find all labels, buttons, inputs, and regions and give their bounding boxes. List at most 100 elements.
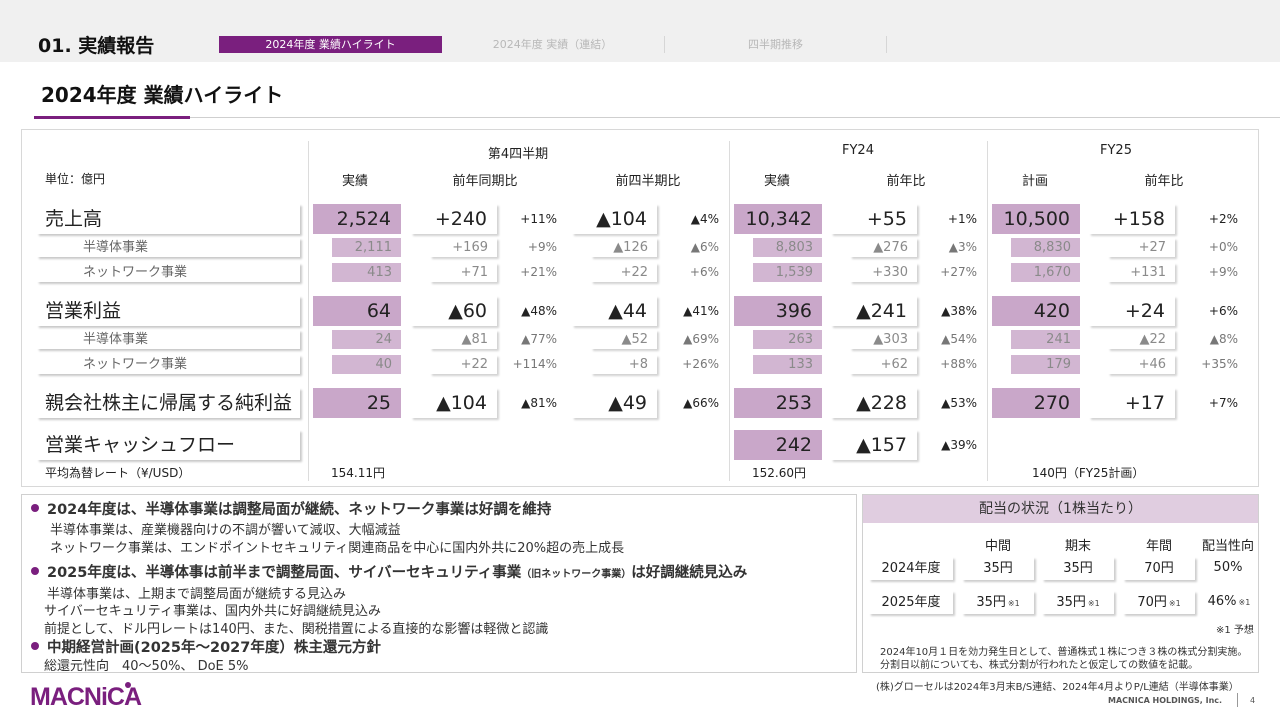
table-cell-actual: 2,111: [332, 238, 401, 257]
bullet-fy2025-line: サイバーセキュリティ事業は、国内外共に好調継続見込み: [44, 604, 381, 619]
dividend-column-header: 年間: [1145, 539, 1172, 554]
table-cell-change: ▲52: [591, 330, 657, 349]
dividend-annual: 70円: [1123, 557, 1195, 580]
row-label-operating-income: 営業利益: [37, 296, 300, 326]
fx-rate-q4: 154.11円: [331, 466, 385, 480]
table-cell-percent: +0%: [1208, 240, 1238, 254]
table-cell-actual: 413: [332, 263, 401, 282]
dividend-title: 配当の状況（1株当たり）: [863, 495, 1258, 523]
fx-rate-label: 平均為替レート（¥/USD）: [45, 466, 191, 480]
table-cell-actual: 133: [753, 355, 822, 374]
tab-consolidated-results[interactable]: 2024年度 実績（連結）: [492, 38, 613, 51]
row-label-net-sales: 売上高: [37, 204, 300, 234]
group-header-q4: 第4四半期: [487, 147, 549, 162]
row-label-semiconductor: 半導体事業: [37, 330, 300, 349]
table-cell-actual: 1,670: [1011, 263, 1080, 282]
table-cell-change: +169: [430, 238, 497, 257]
table-cell-percent: ▲81%: [521, 396, 557, 410]
column-header: 前年同期比: [452, 174, 518, 189]
table-cell-percent: +35%: [1201, 357, 1238, 371]
table-cell-actual: 64: [313, 296, 401, 326]
table-cell-actual: 253: [734, 388, 822, 418]
table-cell-percent: ▲3%: [948, 240, 977, 254]
table-cell-percent: ▲4%: [690, 212, 719, 226]
bullet-dot-icon: [31, 567, 39, 575]
row-label-net-income: 親会社株主に帰属する純利益: [37, 388, 300, 418]
tab-divider: [886, 36, 887, 53]
dividend-interim: 35円: [962, 557, 1034, 580]
row-label-semiconductor: 半導体事業: [37, 238, 300, 257]
table-cell-percent: +9%: [1208, 265, 1238, 279]
column-header: 計画: [1021, 174, 1048, 189]
tab-quarterly-trend[interactable]: 四半期推移: [748, 38, 803, 51]
payout-ratio: 46% ※1: [1207, 594, 1251, 609]
dividend-column-header: 配当性向: [1201, 539, 1254, 554]
table-cell-change: ▲157: [831, 430, 917, 460]
table-cell-change: +22: [591, 263, 657, 282]
dividend-column-header: 中間: [984, 539, 1011, 554]
table-cell-percent: +26%: [682, 357, 719, 371]
bullet-dot-icon: [31, 504, 39, 512]
column-header: 実績: [341, 174, 368, 189]
footer-divider: [1237, 693, 1238, 707]
table-cell-percent: +88%: [940, 357, 977, 371]
row-label-network: ネットワーク事業: [37, 355, 300, 374]
table-cell-change: ▲104: [411, 388, 497, 418]
footnote: (株)グローセルは2024年3月末B/S連結、2024年4月よりP/L連結（半導…: [876, 682, 1239, 693]
bullet-shareholder-return-line: 総還元性向 40～50%、 DoE 5%: [44, 659, 249, 674]
table-cell-actual: 270: [992, 388, 1080, 418]
table-cell-percent: ▲41%: [683, 304, 719, 318]
table-cell-change: ▲22: [1108, 330, 1175, 349]
column-header: 前年比: [886, 174, 926, 189]
dividend-year-2025: 2025年度: [869, 591, 953, 614]
bullet-fy2025: 2025年度は、半導体事は前半まで調整局面、サイバーセキュリティ事業（旧ネットワ…: [31, 561, 747, 582]
table-cell-actual: 242: [734, 430, 822, 460]
group-header-fy25: FY25: [1100, 143, 1132, 158]
table-cell-percent: +1%: [947, 212, 977, 226]
table-cell-actual: 10,500: [992, 204, 1080, 234]
table-cell-percent: ▲6%: [690, 240, 719, 254]
bullet-fy2024-line: ネットワーク事業は、エンドポイントセキュリティ関連商品を中心に国内外共に20%超…: [50, 541, 625, 556]
fx-rate-fy24: 152.60円: [752, 466, 806, 480]
tab-highlights[interactable]: 2024年度 業績ハイライト: [219, 36, 442, 53]
table-cell-change: +158: [1089, 204, 1175, 234]
table-cell-percent: ▲48%: [521, 304, 557, 318]
table-cell-change: +131: [1108, 263, 1175, 282]
row-label-operating-cash-flow: 営業キャッシュフロー: [37, 430, 300, 460]
tab-divider: [664, 36, 665, 53]
table-cell-change: ▲303: [850, 330, 917, 349]
table-cell-percent: +114%: [512, 357, 557, 371]
dividend-annual: 70円 ※1: [1123, 591, 1195, 614]
table-cell-actual: 241: [1011, 330, 1080, 349]
table-cell-change: +71: [430, 263, 497, 282]
bullet-fy2024-line: 半導体事業は、産業機器向けの不調が響いて減収、大幅減益: [50, 523, 401, 538]
stock-split-note: 分割日以前についても、株式分割が行われたと仮定しての数値を記載。: [880, 660, 1199, 671]
column-header: 実績: [763, 174, 790, 189]
table-cell-percent: +11%: [520, 212, 557, 226]
bullet-fy2025-line: 半導体事業は、上期まで調整局面が継続する見込み: [47, 587, 347, 602]
bullet-dot-icon: [31, 642, 39, 650]
table-cell-change: ▲276: [850, 238, 917, 257]
table-cell-change: ▲126: [591, 238, 657, 257]
table-cell-percent: ▲66%: [683, 396, 719, 410]
table-cell-change: ▲49: [572, 388, 657, 418]
table-cell-percent: +2%: [1208, 212, 1238, 226]
table-cell-change: +240: [411, 204, 497, 234]
column-divider: [308, 141, 309, 481]
table-cell-percent: +6%: [689, 265, 719, 279]
table-cell-change: ▲60: [411, 296, 497, 326]
table-cell-actual: 179: [1011, 355, 1080, 374]
dividend-interim: 35円 ※1: [962, 591, 1034, 614]
table-cell-change: +46: [1108, 355, 1175, 374]
table-cell-change: +330: [850, 263, 917, 282]
commentary-box: [21, 494, 857, 673]
table-cell-percent: +7%: [1208, 396, 1238, 410]
group-header-fy24: FY24: [842, 143, 874, 158]
table-cell-percent: ▲77%: [521, 332, 557, 346]
unit-label: 単位：億円: [45, 172, 106, 186]
table-cell-percent: ▲39%: [941, 438, 977, 452]
bullet-fy2024: 2024年度は、半導体事業は調整局面が継続、ネットワーク事業は好調を維持: [31, 498, 551, 519]
table-cell-actual: 8,830: [1011, 238, 1080, 257]
table-cell-change: +24: [1089, 296, 1175, 326]
dividend-year-2024: 2024年度: [869, 557, 953, 580]
